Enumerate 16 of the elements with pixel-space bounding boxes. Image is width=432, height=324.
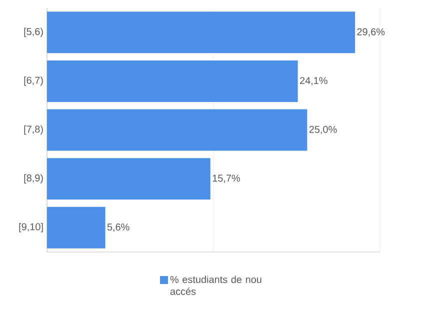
bar — [47, 158, 210, 200]
data-label: 24,1% — [300, 77, 328, 86]
data-label: 25,0% — [309, 126, 337, 134]
bar — [47, 60, 298, 102]
y-tick-label: [8,9) — [24, 174, 43, 184]
y-tick-label: [5,6) — [24, 28, 43, 38]
y-tick-label: [6,7) — [24, 76, 43, 86]
data-label: 29,6% — [357, 28, 385, 37]
legend-label: % estudiants de nou accés — [170, 276, 262, 295]
y-tick-label: [7,8) — [24, 125, 43, 135]
y-tick-label: [9,10] — [19, 222, 43, 232]
bar — [47, 12, 356, 54]
bar — [47, 109, 308, 151]
data-label: 5,6% — [107, 223, 130, 232]
bar — [47, 206, 106, 248]
data-label: 15,7% — [212, 174, 240, 183]
